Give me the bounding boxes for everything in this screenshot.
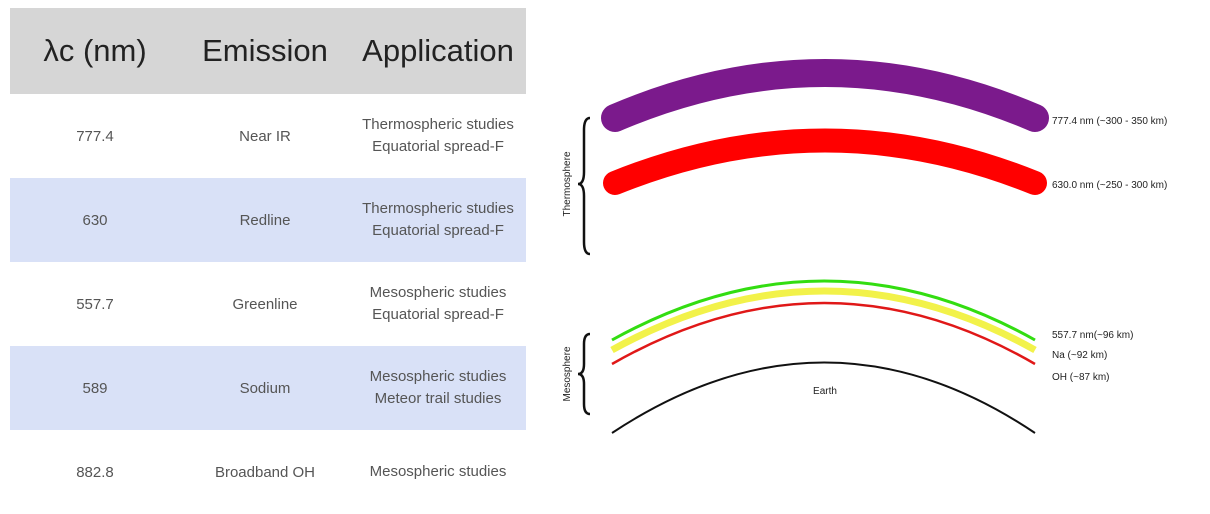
application-line: Mesospheric studies xyxy=(369,284,507,301)
redline-layer-label: 630.0 nm (~250 - 300 km) xyxy=(1052,180,1167,191)
greenline-layer-label: 557.7 nm(~96 km) xyxy=(1052,330,1133,341)
atmosphere-layers-diagram: Earth Thermosphere Mesosphere 777.4 nm (… xyxy=(562,59,1167,434)
emission-table: λc (nm) Emission Application 777.4 Near … xyxy=(10,8,526,514)
near-ir-layer-arc xyxy=(601,59,1049,132)
thermosphere-label: Thermosphere xyxy=(562,151,573,216)
application-line: Mesospheric studies xyxy=(369,463,507,480)
application-line: Thermospheric studies xyxy=(362,116,514,133)
mesosphere-brace xyxy=(577,332,591,416)
oh-layer-label: OH (~87 km) xyxy=(1052,372,1110,383)
oh-layer-arc xyxy=(611,301,1036,366)
cell-emission: Near IR xyxy=(239,127,291,145)
cell-application: Thermospheric studies Equatorial spread-… xyxy=(350,198,526,242)
table-header: λc (nm) Emission Application xyxy=(10,8,526,94)
cell-emission: Greenline xyxy=(232,295,298,313)
application-line: Thermospheric studies xyxy=(362,200,514,217)
sodium-layer-arc xyxy=(610,287,1037,354)
table-row: 630 Redline Thermospheric studies Equato… xyxy=(10,178,526,262)
table-row: 589 Sodium Mesospheric studies Meteor tr… xyxy=(10,346,526,430)
thermosphere-brace xyxy=(577,116,591,256)
cell-wavelength: 882.8 xyxy=(76,463,114,481)
earth-label: Earth xyxy=(813,386,837,397)
application-line: Equatorial spread-F xyxy=(372,222,504,239)
cell-wavelength: 557.7 xyxy=(76,295,114,313)
cell-application: Mesospheric studies Meteor trail studies xyxy=(350,366,526,410)
near-ir-layer-label: 777.4 nm (~300 - 350 km) xyxy=(1052,116,1167,127)
header-application: Application xyxy=(362,33,514,68)
cell-wavelength: 630 xyxy=(82,211,108,229)
cell-emission: Sodium xyxy=(239,379,291,397)
cell-emission: Broadband OH xyxy=(214,463,316,481)
application-line: Equatorial spread-F xyxy=(372,138,504,155)
cell-wavelength: 777.4 xyxy=(76,127,114,145)
table-row: 557.7 Greenline Mesospheric studies Equa… xyxy=(10,262,526,346)
cell-emission: Redline xyxy=(239,211,291,229)
application-line: Meteor trail studies xyxy=(374,390,502,407)
application-line: Mesospheric studies xyxy=(369,368,507,385)
cell-application: Mesospheric studies xyxy=(350,461,526,483)
earth-surface-arc xyxy=(611,361,1036,434)
redline-layer-arc xyxy=(603,128,1047,195)
sodium-layer-label: Na (~92 km) xyxy=(1052,350,1107,361)
greenline-layer-arc xyxy=(611,279,1036,342)
mesosphere-label: Mesosphere xyxy=(562,346,573,401)
cell-wavelength: 589 xyxy=(82,379,108,397)
cell-application: Mesospheric studies Equatorial spread-F xyxy=(350,282,526,326)
application-line: Equatorial spread-F xyxy=(372,306,504,323)
header-emission: Emission xyxy=(202,33,328,68)
cell-application: Thermospheric studies Equatorial spread-… xyxy=(350,114,526,158)
table-row: 882.8 Broadband OH Mesospheric studies xyxy=(10,430,526,514)
table-row: 777.4 Near IR Thermospheric studies Equa… xyxy=(10,94,526,178)
header-wavelength: λc (nm) xyxy=(43,33,147,68)
